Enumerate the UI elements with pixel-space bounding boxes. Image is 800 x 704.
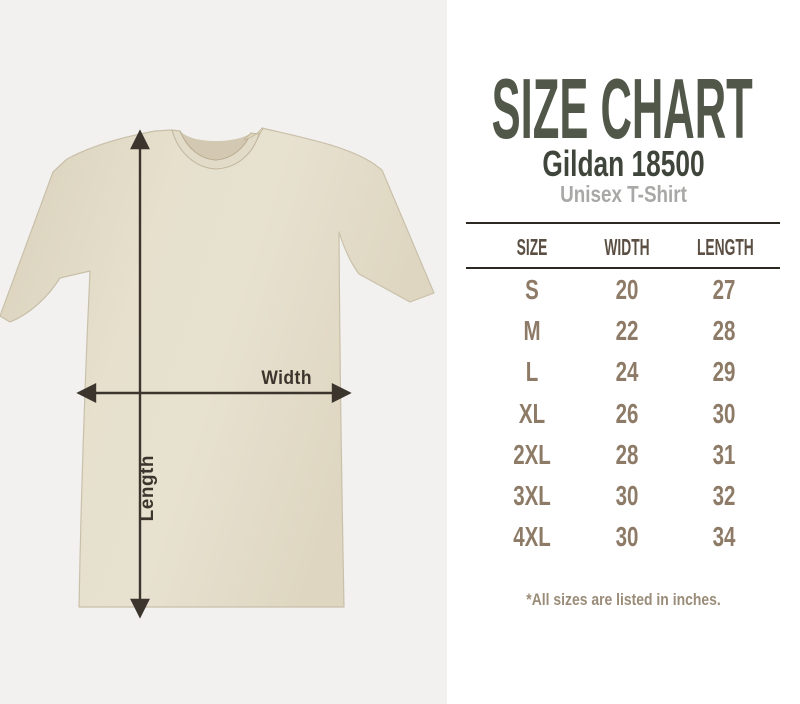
svg-text:Width: Width [261,366,312,388]
svg-text:Length: Length [137,455,158,521]
